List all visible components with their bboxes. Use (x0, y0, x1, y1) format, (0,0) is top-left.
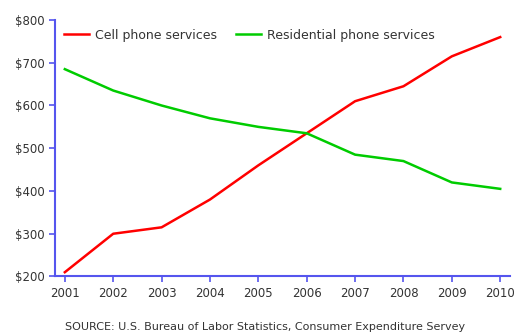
Text: SOURCE: U.S. Bureau of Labor Statistics, Consumer Expenditure Servey: SOURCE: U.S. Bureau of Labor Statistics,… (65, 322, 466, 332)
Legend: Cell phone services, Residential phone services: Cell phone services, Residential phone s… (59, 24, 440, 47)
